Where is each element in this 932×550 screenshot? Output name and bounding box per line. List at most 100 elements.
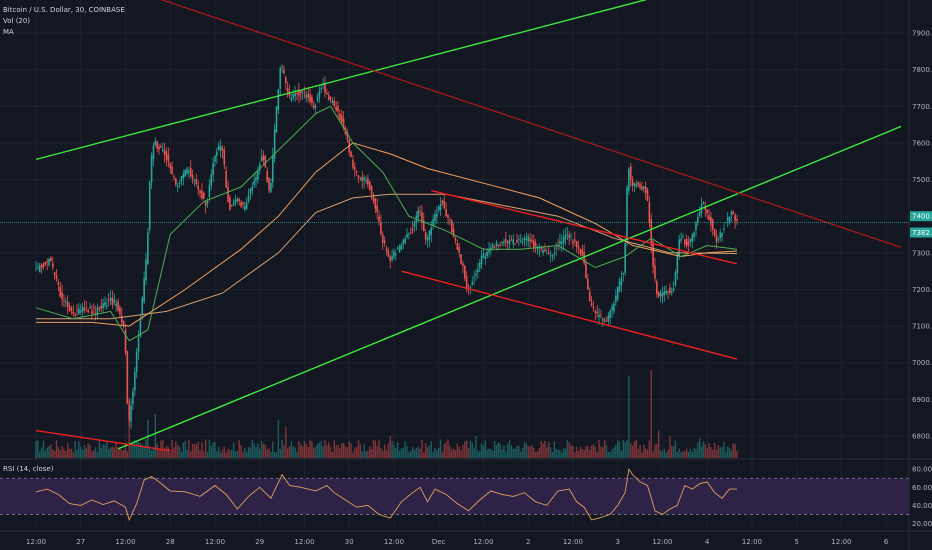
candle-body bbox=[721, 232, 723, 237]
volume-bar bbox=[184, 441, 186, 458]
volume-bar bbox=[372, 439, 375, 458]
volume-bar bbox=[713, 442, 716, 458]
candle-body bbox=[234, 199, 237, 203]
candle-body bbox=[422, 220, 425, 231]
volume-bar bbox=[288, 446, 291, 458]
candle-body bbox=[698, 211, 701, 216]
volume-bar bbox=[346, 447, 349, 458]
price-tick-label: 7600.00 bbox=[912, 139, 932, 147]
volume-bar bbox=[525, 443, 528, 458]
volume-bar bbox=[527, 446, 529, 458]
candle-body bbox=[301, 90, 304, 93]
volume-bar bbox=[615, 444, 617, 458]
volume-bar bbox=[175, 441, 177, 458]
last-price-bg bbox=[910, 227, 932, 238]
candle-body bbox=[115, 303, 117, 306]
volume-bar bbox=[245, 451, 248, 458]
candle-body bbox=[661, 292, 664, 297]
volume-bar bbox=[219, 452, 222, 458]
candle-body bbox=[495, 242, 498, 246]
volume-bar bbox=[547, 441, 550, 458]
volume-bar bbox=[396, 442, 399, 458]
volume-bar bbox=[542, 443, 544, 458]
candle-body bbox=[404, 238, 406, 244]
time-tick-label: 3 bbox=[615, 538, 619, 546]
candle-body bbox=[527, 236, 529, 242]
volume-bar bbox=[329, 447, 332, 458]
candle-body bbox=[387, 250, 390, 257]
volume-bar bbox=[657, 430, 660, 458]
volume-bar bbox=[654, 444, 656, 458]
candle-body bbox=[615, 296, 617, 303]
trend-line[interactable] bbox=[35, 0, 659, 161]
trend-line[interactable] bbox=[152, 0, 902, 248]
volume-bar bbox=[96, 451, 99, 458]
candle-body bbox=[380, 222, 382, 235]
candle-body bbox=[163, 150, 166, 155]
volume-bar bbox=[214, 442, 216, 458]
candle-body bbox=[255, 177, 257, 182]
trend-line[interactable] bbox=[431, 189, 738, 265]
price-tick-label: 7800.00 bbox=[912, 66, 932, 74]
volume-bar bbox=[555, 448, 557, 458]
candle-body bbox=[620, 278, 623, 285]
volume-bar bbox=[540, 440, 542, 458]
candle-body bbox=[730, 211, 733, 216]
time-tick-label: 28 bbox=[166, 538, 175, 546]
volume-bar bbox=[451, 449, 453, 458]
candle-body bbox=[443, 201, 446, 209]
volume-bar bbox=[195, 444, 198, 458]
candle-body bbox=[139, 319, 142, 337]
volume-bar bbox=[199, 450, 201, 458]
candle-body bbox=[505, 238, 507, 242]
volume-bar bbox=[259, 448, 261, 458]
volume-bar bbox=[611, 449, 613, 458]
candle-body bbox=[160, 146, 162, 148]
volume-bar bbox=[119, 447, 121, 458]
candle-body bbox=[264, 156, 267, 167]
volume-bar bbox=[579, 446, 582, 458]
candle-body bbox=[154, 140, 157, 146]
candle-body bbox=[279, 67, 282, 89]
trend-lines[interactable] bbox=[35, 0, 902, 452]
candle-body bbox=[223, 150, 226, 166]
volume-bar bbox=[449, 446, 451, 458]
volume-bar bbox=[223, 446, 226, 458]
candle-body bbox=[92, 307, 95, 309]
volume-bar bbox=[693, 447, 695, 458]
candle-body bbox=[400, 244, 403, 250]
volume-bar bbox=[234, 451, 237, 458]
volume-bar bbox=[618, 441, 621, 458]
candle-body bbox=[544, 249, 546, 252]
candle-body bbox=[178, 182, 181, 185]
volume-bar bbox=[562, 448, 565, 458]
candle-body bbox=[204, 201, 207, 206]
candle-body bbox=[191, 174, 194, 180]
price-tick-label: 7300.00 bbox=[912, 249, 932, 257]
candle-body bbox=[244, 206, 246, 210]
candle-body bbox=[592, 306, 595, 309]
volume-bar bbox=[61, 445, 63, 458]
trend-line[interactable] bbox=[401, 270, 738, 360]
volume-bar bbox=[182, 442, 184, 458]
trend-line[interactable] bbox=[117, 125, 902, 450]
volume-bar bbox=[281, 439, 283, 458]
symbol-legend[interactable]: Bitcoin / U.S. Dollar, 30, COINBASE bbox=[3, 6, 125, 14]
volume-bar bbox=[197, 441, 199, 458]
candle-body bbox=[79, 310, 82, 313]
volume-bar bbox=[89, 444, 91, 458]
rsi-legend[interactable]: RSI (14, close) bbox=[3, 465, 54, 473]
trend-line[interactable] bbox=[35, 429, 171, 452]
volume-legend[interactable]: Vol (20) bbox=[3, 17, 30, 25]
volume-bar bbox=[191, 443, 194, 458]
time-axis[interactable]: 12:00 27 12:00 28 12:00 29 12:00 30 12:00 Dec 12:0… bbox=[26, 538, 889, 546]
time-tick-label: 12:00 bbox=[473, 538, 493, 546]
volume-bar bbox=[93, 450, 95, 458]
ma-legend[interactable]: MA bbox=[3, 28, 14, 36]
candle-body bbox=[409, 231, 412, 233]
candle-body bbox=[531, 239, 533, 242]
volume-bar bbox=[712, 449, 714, 458]
candle-body bbox=[514, 243, 516, 245]
price-axis[interactable]: 7900.00 7800.00 7700.00 7600.00 7500.00 7400.… bbox=[910, 29, 932, 528]
